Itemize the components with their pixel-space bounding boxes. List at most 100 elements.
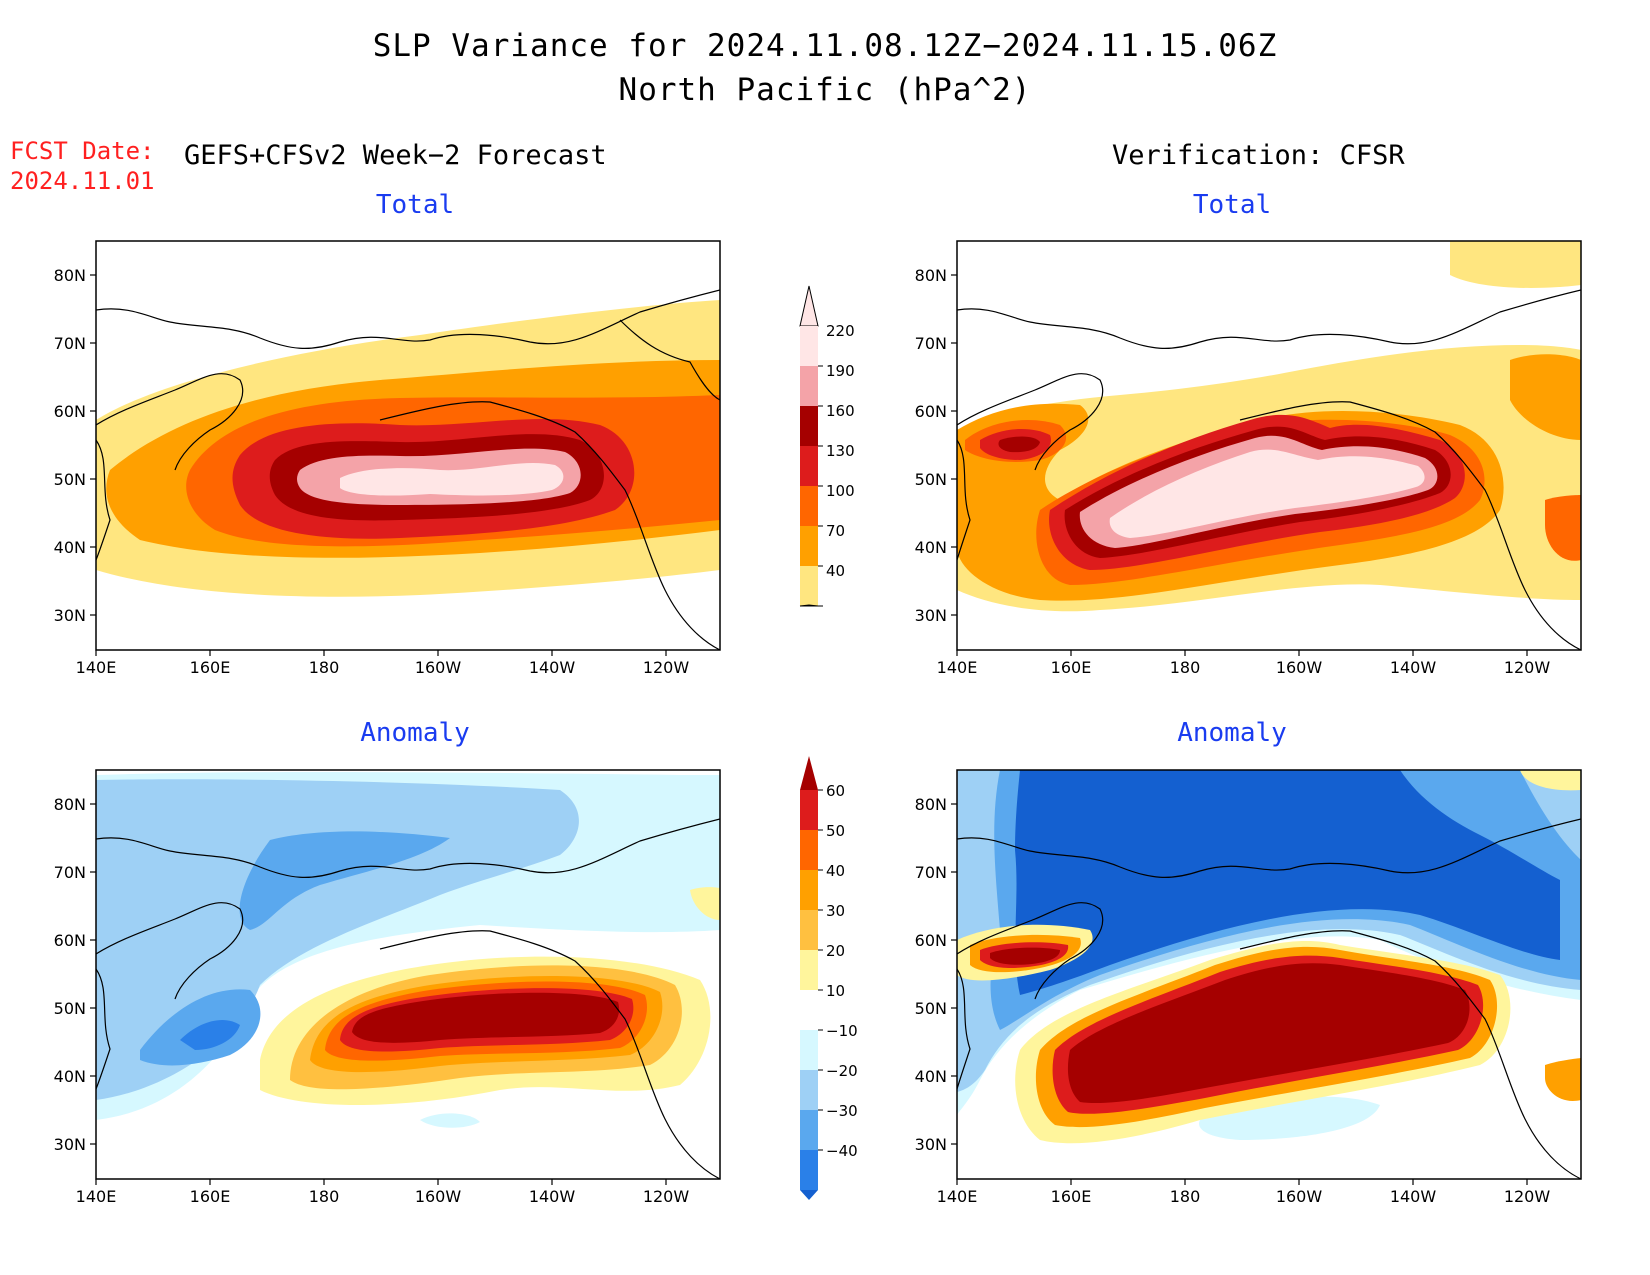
- colorbar-anomaly-label: −20: [826, 1062, 858, 1080]
- lat-tick-label: 50N: [54, 999, 86, 1018]
- colorbar-anomaly-box: [800, 910, 818, 950]
- colorbar-anomaly-top-arrow: [800, 756, 818, 790]
- lon-tick-label: 160W: [415, 1187, 462, 1206]
- lat-tick-label: 30N: [54, 606, 86, 625]
- lat-tick-label: 60N: [915, 402, 947, 421]
- map-frame-verification-anomaly: [956, 769, 1582, 1180]
- lon-tick-label: 160E: [190, 1187, 231, 1206]
- contour-60: [990, 947, 1060, 965]
- contour-10: [1520, 770, 1581, 791]
- coastline: [957, 289, 1581, 650]
- lat-tick-label: 40N: [54, 1067, 86, 1086]
- colorbar-total-box: [800, 366, 818, 406]
- contour-60: [1067, 963, 1470, 1104]
- colorbar-total-bottom-arrow: [799, 604, 819, 607]
- colorbar-total-box: [800, 326, 818, 366]
- contour-60: [352, 992, 620, 1043]
- verification-header: Verification: CFSR: [1112, 140, 1405, 171]
- lat-tick-label: 70N: [54, 863, 86, 882]
- colorbar-anomaly-label: 60: [826, 782, 845, 800]
- lat-tick-label: 40N: [54, 538, 86, 557]
- main-title: SLP Variance for 2024.11.08.12Z−2024.11.…: [372, 28, 1278, 64]
- colorbar-total-box: [800, 486, 818, 526]
- coastline: [96, 289, 720, 650]
- colorbar-anomaly-box: [800, 1030, 818, 1070]
- lat-tick-label: 40N: [915, 1067, 947, 1086]
- lat-tick-label: 80N: [915, 795, 947, 814]
- lon-tick-label: 140W: [529, 1187, 576, 1206]
- map-panel-verification-anomaly: [957, 770, 1581, 1179]
- lon-tick-label: 120W: [1504, 658, 1551, 677]
- lat-tick-label: 50N: [915, 470, 947, 489]
- lon-tick-label: 140E: [76, 1187, 117, 1206]
- colorbar-anomaly-box: [800, 950, 818, 990]
- colorbar-anomaly-box: [800, 830, 818, 870]
- contour-minus40: [180, 1020, 240, 1050]
- contour-70: [1510, 354, 1581, 440]
- lon-tick-label: 140W: [1390, 1187, 1437, 1206]
- lat-tick-label: 50N: [915, 999, 947, 1018]
- colorbar-total-label: 160: [826, 402, 855, 420]
- colorbar-total-box: [800, 566, 818, 606]
- lon-tick-label: 180: [309, 1187, 340, 1206]
- colorbar-total-box: [800, 526, 818, 566]
- lon-tick-label: 120W: [643, 1187, 690, 1206]
- colorbar-anomaly-label: −30: [826, 1102, 858, 1120]
- contour-40: [1450, 241, 1581, 288]
- colorbar-anomaly-box: [800, 870, 818, 910]
- colorbar-total-box: [800, 406, 818, 446]
- lon-tick-label: 160E: [1051, 658, 1092, 677]
- lat-tick-label: 70N: [54, 334, 86, 353]
- lon-tick-label: 180: [309, 658, 340, 677]
- forecast-date-block: FCST Date: 2024.11.01: [10, 136, 155, 196]
- lat-tick-label: 40N: [915, 538, 947, 557]
- lon-tick-label: 140E: [937, 658, 978, 677]
- coastline: [96, 818, 720, 1179]
- lat-tick-label: 30N: [54, 1135, 86, 1154]
- lon-tick-label: 160E: [1051, 1187, 1092, 1206]
- contour-220: [1109, 449, 1425, 538]
- colorbar-total-box: [800, 446, 818, 486]
- lon-tick-label: 160W: [1276, 658, 1323, 677]
- main-subtitle: North Pacific (hPa^2): [618, 72, 1032, 108]
- forecast-model-header: GEFS+CFSv2 Week−2 Forecast: [184, 140, 607, 171]
- lat-tick-label: 60N: [54, 931, 86, 950]
- colorbar-anomaly-box: [800, 1110, 818, 1150]
- lon-tick-label: 120W: [1504, 1187, 1551, 1206]
- panel-title-verification-anomaly: Anomaly: [1177, 718, 1287, 748]
- colorbar-total-label: 190: [826, 362, 855, 380]
- contour-220: [340, 463, 564, 496]
- contour-30: [1545, 1058, 1581, 1101]
- colorbar-anomaly-label: 40: [826, 862, 845, 880]
- map-panel-forecast-anomaly: [96, 770, 720, 1179]
- lon-tick-label: 160W: [415, 658, 462, 677]
- contour-100: [1545, 495, 1581, 561]
- coastline: [957, 818, 1581, 1179]
- lon-tick-label: 140E: [937, 1187, 978, 1206]
- colorbar-total-label: 70: [826, 522, 845, 540]
- map-panel-forecast-total: [96, 241, 720, 650]
- map-frame-forecast-total: [95, 240, 721, 651]
- lat-tick-label: 50N: [54, 470, 86, 489]
- panel-title-forecast-total: Total: [375, 190, 455, 220]
- colorbar-total: 220 190 160 130 100 70 40: [799, 285, 855, 607]
- map-frame-verification-total: [956, 240, 1582, 651]
- colorbar-anomaly-label: 30: [826, 902, 845, 920]
- colorbar-anomaly-box: [800, 790, 818, 830]
- lon-tick-label: 180: [1170, 658, 1201, 677]
- lat-tick-label: 70N: [915, 334, 947, 353]
- colorbar-total-label: 220: [826, 322, 855, 340]
- lon-tick-label: 120W: [643, 658, 690, 677]
- colorbar-anomaly: 60 50 40 30 20 10 −10 −20 −30 −40: [800, 756, 858, 1200]
- lat-tick-label: 80N: [54, 795, 86, 814]
- lat-tick-label: 80N: [915, 266, 947, 285]
- colorbar-anomaly-box: [800, 990, 818, 1030]
- colorbar-total-top-arrow: [799, 285, 819, 327]
- lon-tick-label: 140W: [529, 658, 576, 677]
- panel-title-forecast-anomaly: Anomaly: [360, 718, 470, 748]
- colorbar-anomaly-label: 10: [826, 982, 845, 1000]
- colorbar-anomaly-label: 20: [826, 942, 845, 960]
- lon-tick-label: 160E: [190, 658, 231, 677]
- axis-layer: 80N 70N 60N 50N 40N 30N 140E 160E 180 160W 140W 120…: [54, 266, 1551, 1206]
